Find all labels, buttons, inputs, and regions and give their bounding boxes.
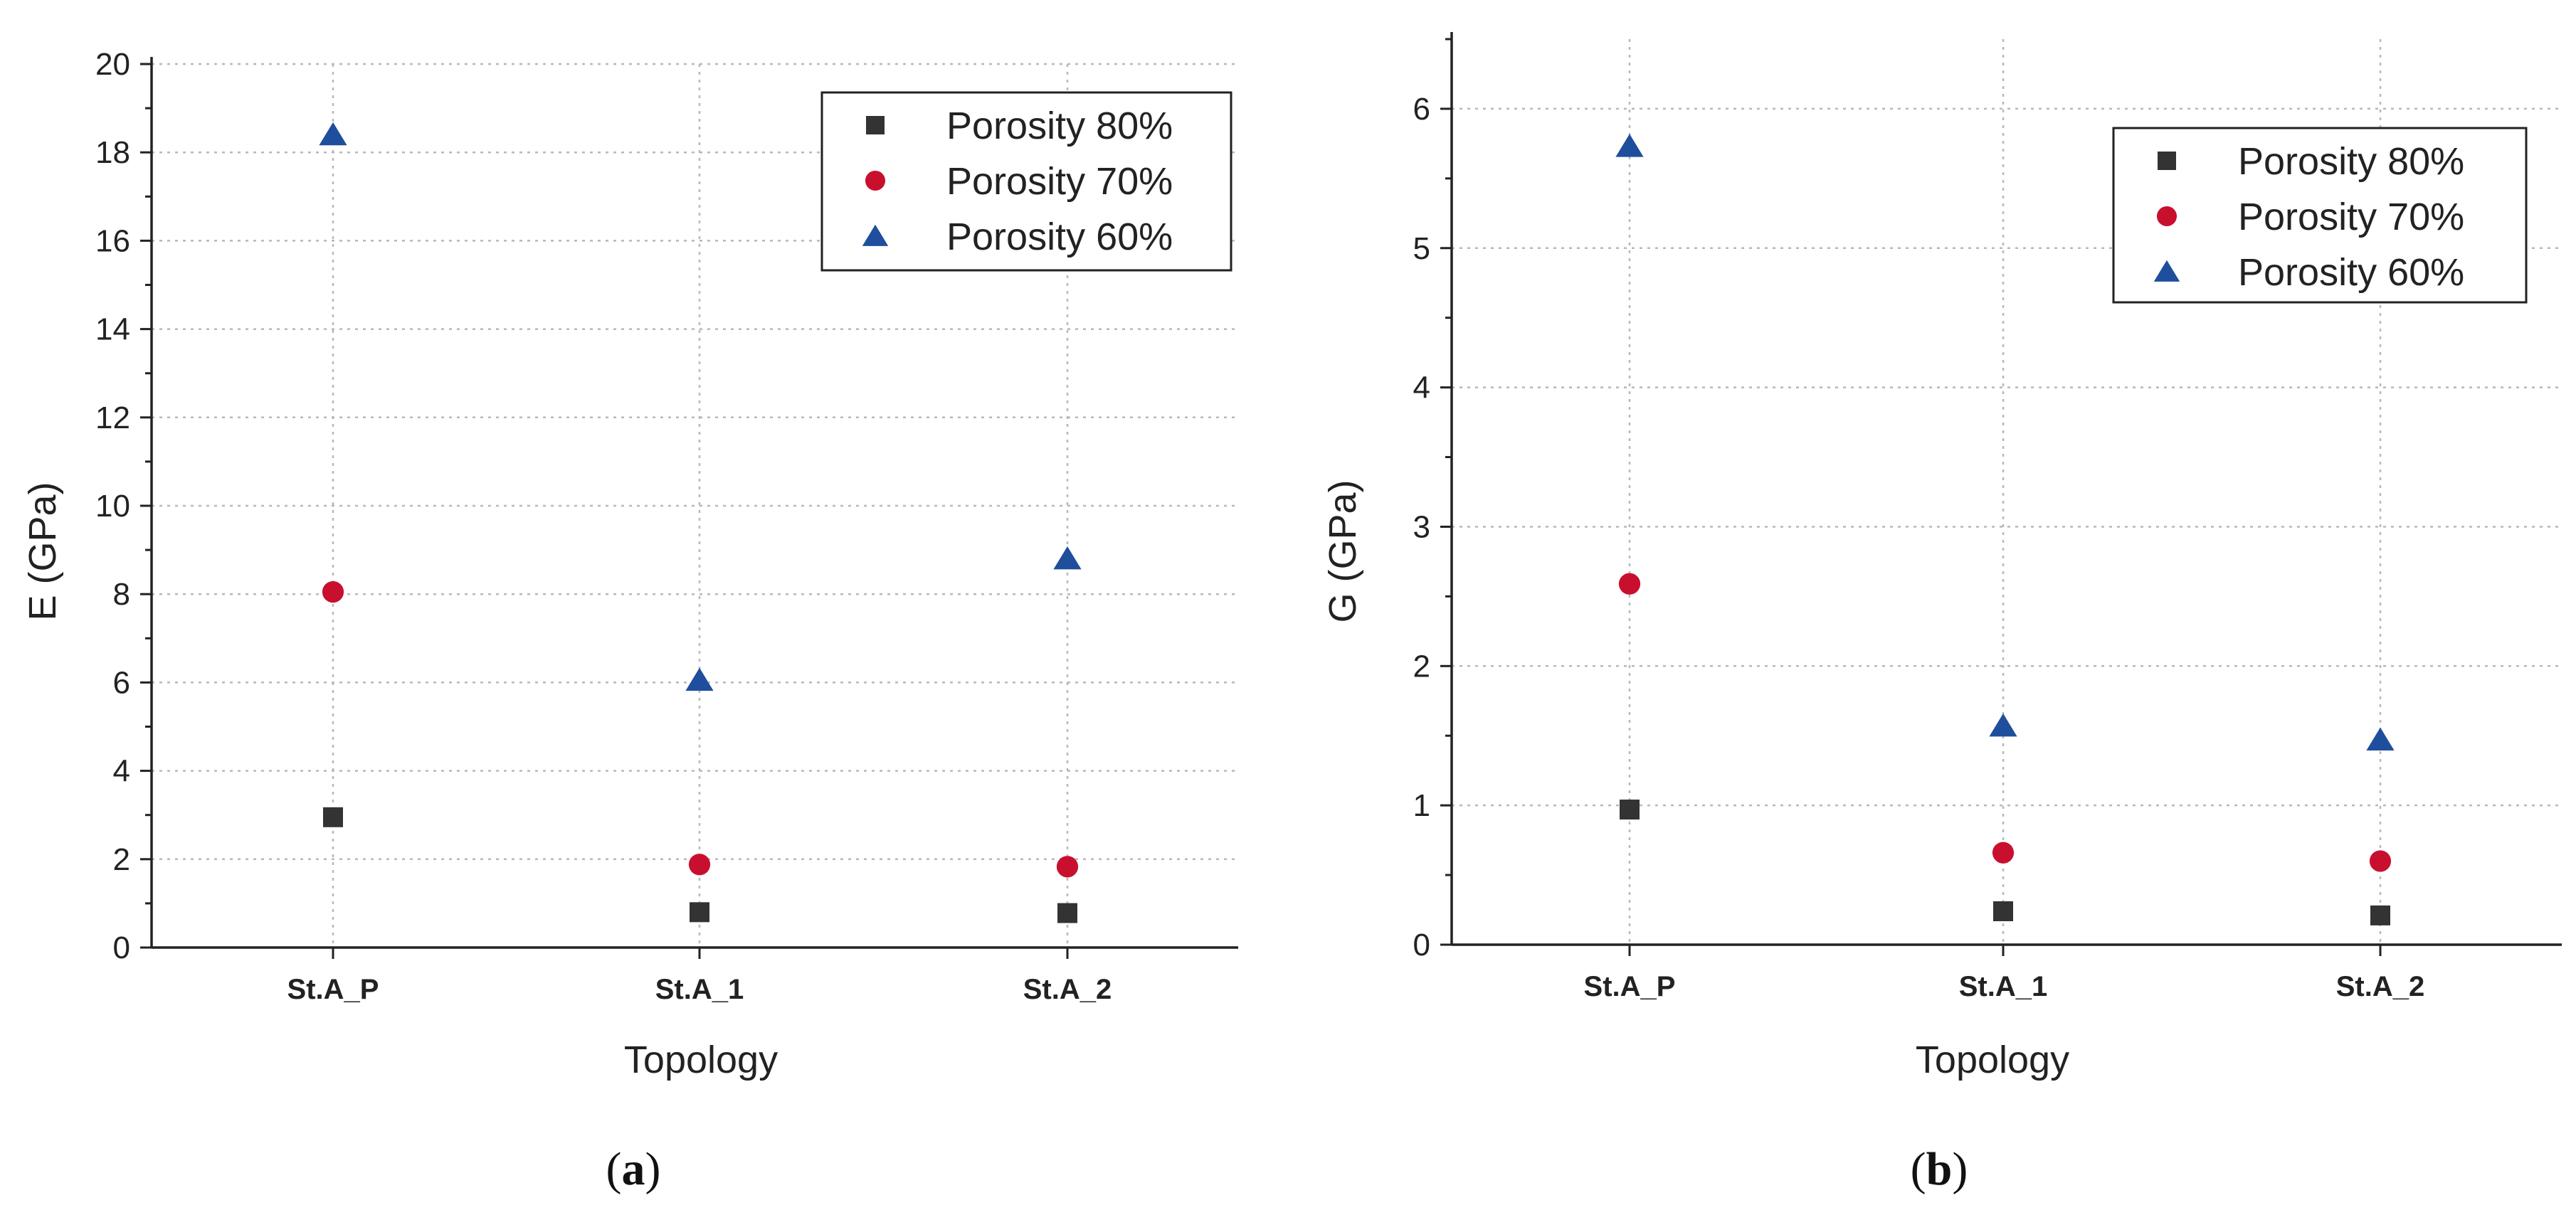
y-tick-label: 2	[1413, 649, 1430, 684]
x-axis-title: Topology	[624, 1039, 778, 1081]
data-point	[1053, 546, 1082, 570]
y-tick-label: 2	[113, 842, 130, 877]
y-tick-label: 12	[95, 400, 130, 435]
data-point	[322, 580, 344, 603]
y-axis-title: G (GPa)	[1321, 479, 1364, 622]
panel-label: a	[622, 1143, 645, 1195]
legend-label: Porosity 60%	[2238, 251, 2464, 294]
y-tick-label: 16	[95, 223, 130, 258]
y-tick-label: 14	[95, 312, 130, 347]
y-axis-title: E (GPa)	[21, 482, 64, 620]
y-tick-label: 3	[1413, 509, 1430, 544]
legend-marker	[2158, 152, 2176, 170]
legend: Porosity 80% Porosity 70% Porosity 60%	[2112, 127, 2528, 304]
chart-panel-a: E (GPa) Topology (a) 0 2 4 6 8 10 12 14 16 18 20 St…	[21, 47, 1238, 1195]
x-tick-label: St.A_2	[1023, 974, 1112, 1005]
legend-marker	[866, 116, 885, 134]
y-tick-label: 5	[1413, 231, 1430, 266]
y-tick-label: 10	[95, 489, 130, 524]
legend-marker	[862, 224, 889, 246]
legend-label: Porosity 70%	[946, 160, 1173, 203]
data-point	[2366, 727, 2395, 750]
data-point	[1618, 573, 1641, 595]
legend-label: Porosity 80%	[2238, 140, 2464, 183]
data-point	[2370, 905, 2390, 925]
legend-box	[2112, 127, 2528, 304]
legend-label: Porosity 60%	[946, 216, 1173, 258]
data-point	[1615, 134, 1644, 157]
data-point	[1057, 903, 1077, 923]
x-axis-title: Topology	[1916, 1039, 2069, 1081]
x-tick-label: St.A_2	[2336, 971, 2425, 1002]
x-tick-label: St.A_1	[655, 974, 744, 1005]
y-tick-label: 1	[1413, 788, 1430, 823]
panel-caption: (a)	[606, 1143, 661, 1195]
y-tick-label: 18	[95, 135, 130, 170]
data-point	[1992, 842, 2015, 864]
data-point	[2369, 850, 2392, 872]
data-point	[688, 854, 711, 876]
legend: Porosity 80% Porosity 70% Porosity 60%	[820, 91, 1232, 272]
y-tick-label: 6	[1413, 92, 1430, 127]
y-tick-label: 8	[113, 577, 130, 612]
y-tick-label: 0	[1413, 928, 1430, 962]
panel-caption: (b)	[1911, 1143, 1968, 1195]
data-point	[319, 122, 347, 146]
x-tick-label: St.A_1	[1959, 971, 2048, 1002]
chart-panel-b: G (GPa) Topology (b) 0 1 2 3 4 5 6 St.A_P St.A_1…	[1321, 32, 2562, 1195]
data-point	[323, 807, 343, 827]
x-tick-label: St.A_P	[287, 974, 379, 1005]
y-tick-label: 0	[113, 930, 130, 965]
y-tick-label: 4	[1413, 371, 1430, 405]
legend-label: Porosity 70%	[2238, 196, 2464, 238]
y-tick-label: 4	[113, 754, 130, 789]
y-tick-label: 20	[95, 47, 130, 82]
legend-marker	[2153, 260, 2180, 282]
data-point	[690, 902, 709, 923]
panel-label: b	[1926, 1143, 1953, 1195]
legend-marker	[2156, 206, 2178, 227]
legend-marker	[865, 170, 886, 191]
data-point	[1620, 800, 1640, 820]
legend-label: Porosity 80%	[946, 105, 1173, 147]
data-point	[1056, 856, 1079, 878]
legend-box	[820, 91, 1232, 272]
x-tick-label: St.A_P	[1584, 971, 1676, 1002]
y-tick-label: 6	[113, 665, 130, 700]
data-point	[1993, 901, 2013, 921]
data-point	[1989, 713, 2017, 737]
data-point	[685, 667, 714, 691]
